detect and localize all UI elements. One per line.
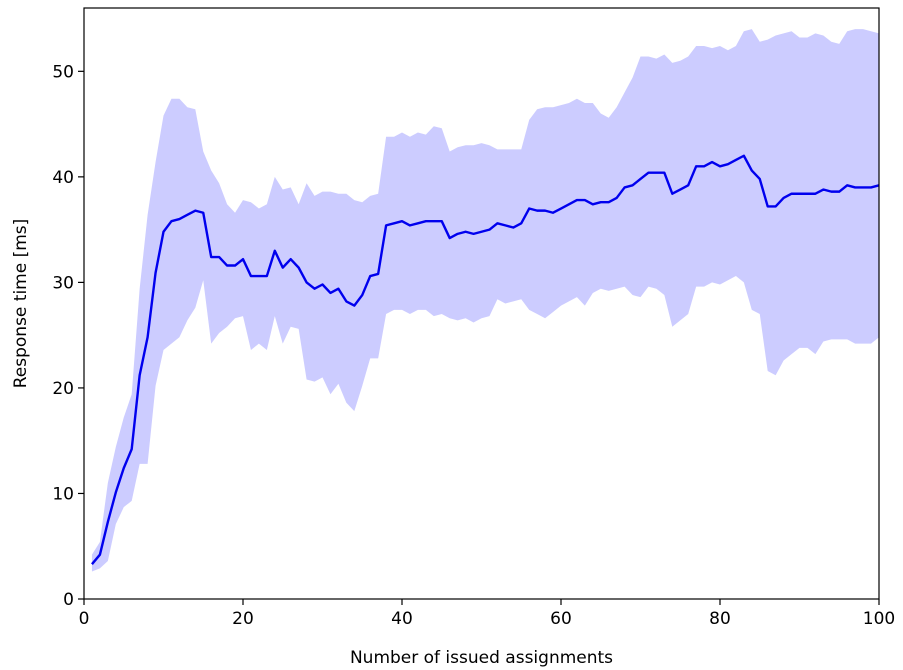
plot-area [91, 29, 880, 572]
y-tick-label: 0 [63, 590, 74, 610]
axis-ticks: 0 20 40 60 80 100 0 10 20 30 40 50 [52, 62, 895, 629]
x-tick-label: 20 [232, 609, 254, 629]
y-tick-label: 50 [52, 62, 74, 82]
axes-frame [83, 7, 880, 600]
x-tick-label: 0 [79, 609, 90, 629]
x-axis-label: Number of issued assignments [350, 648, 613, 668]
x-tick-label: 60 [550, 609, 572, 629]
y-tick-label: 20 [52, 379, 74, 399]
x-tick-label: 100 [863, 609, 895, 629]
y-tick-label: 40 [52, 168, 74, 188]
mean-response-line [91, 154, 880, 565]
x-tick-label: 40 [391, 609, 413, 629]
x-tick-label: 80 [709, 609, 731, 629]
y-tick-label: 30 [52, 273, 74, 293]
spread-band [91, 29, 879, 572]
y-axis-label: Response time [ms] [11, 219, 31, 389]
y-tick-label: 10 [52, 484, 74, 504]
